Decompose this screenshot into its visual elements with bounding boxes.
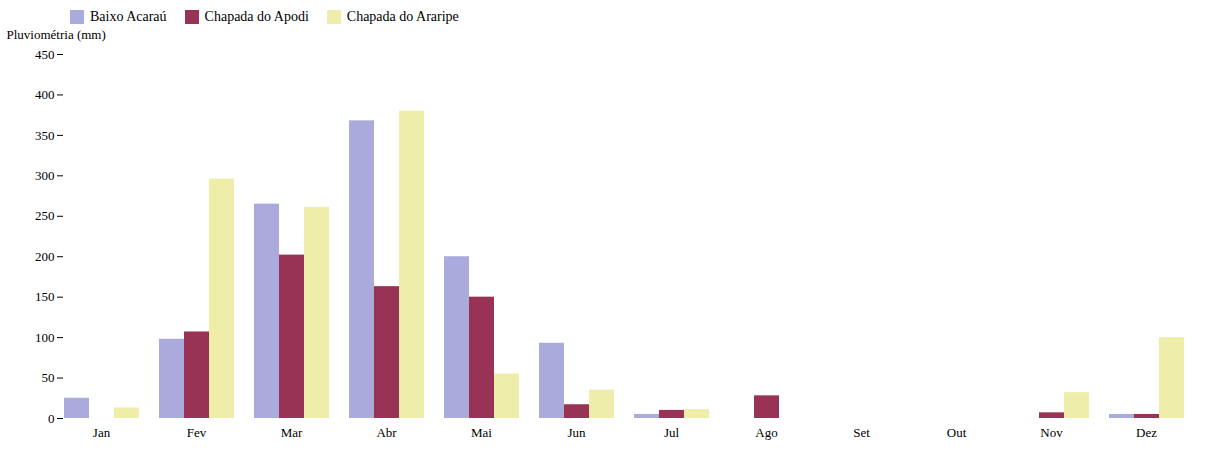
svg-text:Fev: Fev (187, 425, 207, 440)
svg-text:Jul: Jul (664, 425, 680, 440)
html-text:Chapada do Araripe: Chapada do Araripe (346, 9, 459, 24)
svg-text:Out: Out (947, 425, 967, 440)
svg-text:450: 450 (35, 47, 55, 62)
svg-text:0: 0 (48, 411, 55, 426)
svg-text:350: 350 (35, 128, 55, 143)
svg-text:Set: Set (853, 425, 870, 440)
svg-text:400: 400 (35, 87, 55, 102)
html-text:Baixo Acaraú: Baixo Acaraú (90, 9, 167, 24)
svg-text:Pluviométria (mm): Pluviométria (mm) (7, 27, 106, 42)
html-text:Chapada do Apodi: Chapada do Apodi (204, 9, 309, 24)
svg-text:Ago: Ago (755, 425, 777, 440)
svg-text:Jan: Jan (93, 425, 111, 440)
svg-text:200: 200 (35, 249, 55, 264)
svg-text:Abr: Abr (376, 425, 397, 440)
svg-text:300: 300 (35, 168, 55, 183)
svg-text:100: 100 (35, 330, 55, 345)
svg-text:50: 50 (42, 370, 55, 385)
svg-text:Jun: Jun (567, 425, 586, 440)
svg-text:Mar: Mar (281, 425, 303, 440)
svg-text:Mai: Mai (471, 425, 492, 440)
svg-text:150: 150 (35, 289, 55, 304)
svg-text:Nov: Nov (1040, 425, 1063, 440)
svg-text:250: 250 (35, 208, 55, 223)
svg-text:Dez: Dez (1136, 425, 1157, 440)
